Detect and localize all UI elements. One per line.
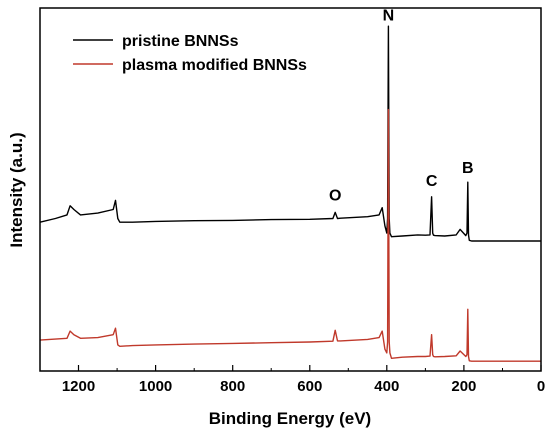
peak-label-c: C [426, 173, 438, 190]
plot-frame [39, 7, 542, 372]
annotation-layer: N O C B [329, 8, 474, 205]
x-axis-label: Binding Energy (eV) [209, 409, 371, 428]
series-line-plasma [39, 108, 541, 362]
x-tick-label: 200 [451, 378, 476, 395]
x-axis-ticks: 1200 1000 800 600 400 200 0 [39, 365, 545, 395]
legend-label-pristine: pristine BNNSs [122, 33, 239, 50]
x-tick-label: 1000 [139, 378, 172, 395]
y-axis-label: Intensity (a.u.) [7, 132, 26, 247]
peak-label-o: O [329, 187, 341, 204]
x-tick-label: 800 [220, 378, 245, 395]
x-tick-label: 1200 [62, 378, 95, 395]
peak-label-n: N [383, 8, 395, 25]
x-tick-label: 600 [297, 378, 322, 395]
legend: pristine BNNSs plasma modified BNNSs [73, 33, 307, 74]
series-line-pristine [39, 25, 541, 242]
x-tick-label: 0 [537, 378, 545, 395]
legend-label-plasma: plasma modified BNNSs [122, 57, 307, 74]
series-layer [39, 25, 541, 362]
peak-label-b: B [462, 160, 474, 177]
x-tick-label: 400 [374, 378, 399, 395]
